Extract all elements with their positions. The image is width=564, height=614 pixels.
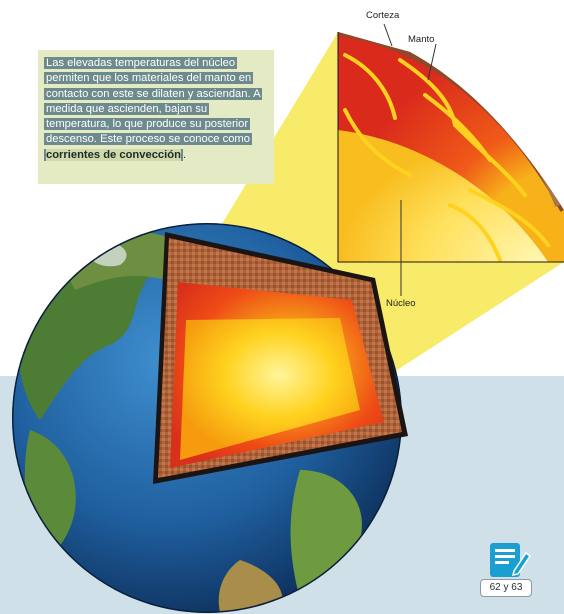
callout-body: Las elevadas temperaturas del núcleo per… <box>46 57 260 146</box>
label-manto: Manto <box>408 34 435 45</box>
callout-end: . <box>182 148 187 161</box>
label-nucleo: Núcleo <box>386 298 416 309</box>
callout-text: Las elevadas temperaturas del núcleo per… <box>44 56 272 163</box>
zoom-section <box>338 32 564 262</box>
callout-bold-term: corrientes de convección <box>46 148 181 161</box>
earth-cutaway <box>153 232 408 484</box>
label-corteza: Corteza <box>366 10 400 21</box>
page-reference[interactable]: 62 y 63 <box>480 579 532 597</box>
notebook-pencil-icon[interactable] <box>480 541 532 601</box>
